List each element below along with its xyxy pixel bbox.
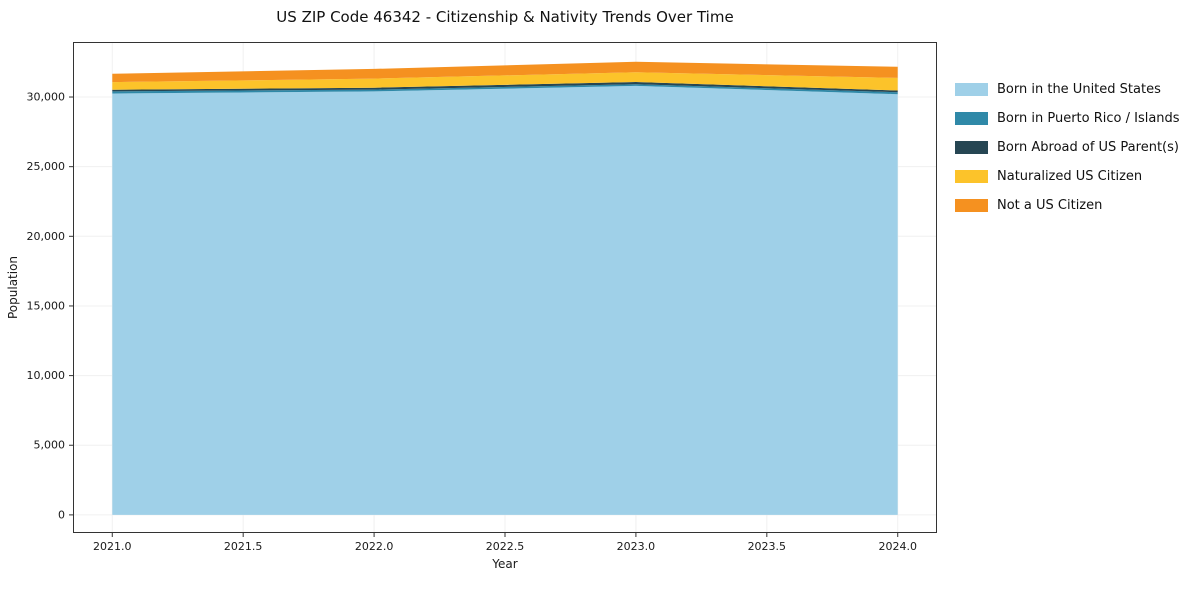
area-band-0 [112,85,898,515]
y-tick-label: 20,000 [27,230,66,243]
legend-item-label: Born Abroad of US Parent(s) [997,140,1179,155]
x-tick-label: 2021.5 [224,540,263,553]
legend-item: Born Abroad of US Parent(s) [955,140,1180,155]
chart-title: US ZIP Code 46342 - Citizenship & Nativi… [276,8,734,26]
legend-item: Born in the United States [955,82,1180,97]
y-tick-label: 15,000 [27,299,66,312]
legend-swatch [955,112,988,125]
legend: Born in the United States Born in Puerto… [955,82,1180,213]
area-band-1 [112,84,898,95]
x-tick-label: 2023.5 [748,540,787,553]
legend-item: Naturalized US Citizen [955,169,1180,184]
legend-item-label: Naturalized US Citizen [997,169,1143,184]
legend-item: Born in Puerto Rico / Islands [955,111,1180,126]
legend-item: Not a US Citizen [955,198,1180,213]
plot-area: 2021.0 2021.5 2022.0 2022.5 2023.0 2023.5 2024… [6,42,937,571]
chart-svg: 2021.0 2021.5 2022.0 2022.5 2023.0 2023.5 2024… [6,42,937,571]
legend-swatch [955,170,988,183]
x-tick-label: 2022.0 [355,540,394,553]
y-tick-label: 5,000 [34,439,66,452]
x-tick-label: 2024.0 [878,540,917,553]
x-tick-label: 2021.0 [93,540,132,553]
legend-item-label: Born in the United States [997,82,1161,97]
y-tick-label: 10,000 [27,369,66,382]
legend-item-label: Not a US Citizen [997,198,1103,213]
x-tick-label: 2022.5 [486,540,525,553]
area-band-4 [112,61,898,83]
legend-swatch [955,141,988,154]
area-band-3 [112,72,898,91]
area-band-2 [112,82,898,93]
area-series [112,61,898,515]
x-axis-label: Year [491,557,517,571]
plot-border [73,42,937,533]
y-axis-label: Population [6,256,20,319]
y-tick-label: 25,000 [27,160,66,173]
legend-swatch [955,83,988,96]
legend-item-label: Born in Puerto Rico / Islands [997,111,1180,126]
y-tick-label: 30,000 [27,91,66,104]
y-tick-label: 0 [58,508,65,521]
axis-ticks: 2021.0 2021.5 2022.0 2022.5 2023.0 2023.5 2024… [27,91,917,553]
legend-swatch [955,199,988,212]
x-tick-label: 2023.0 [617,540,656,553]
